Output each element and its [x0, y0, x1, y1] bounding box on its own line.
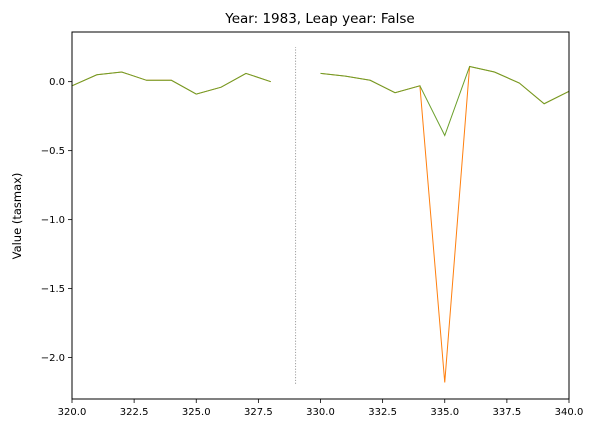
x-tick-label: 332.5: [368, 407, 397, 418]
x-axis: 320.0 322.5 325.0 327.5 330.0 332.5 335.0 337.5…: [58, 399, 584, 418]
y-tick-label: −2.0: [41, 353, 65, 364]
plot-frame: [71, 31, 570, 400]
x-tick-label: 320.0: [58, 407, 87, 418]
y-axis: 0.0 −0.5 −1.0 −1.5 −2.0: [41, 77, 72, 364]
x-tick-label: 337.5: [493, 407, 522, 418]
y-axis-label: Value (tasmax): [10, 173, 24, 260]
plot-area: [71, 47, 570, 384]
x-tick-label: 335.0: [430, 407, 459, 418]
x-tick-label: 340.0: [555, 407, 584, 418]
series-line-0: [71, 65, 570, 383]
series-line-1: [71, 65, 570, 137]
x-tick-label: 322.5: [120, 407, 149, 418]
x-tick-label: 325.0: [182, 407, 211, 418]
chart-title: Year: 1983, Leap year: False: [224, 11, 414, 27]
x-tick-label: 327.5: [244, 407, 273, 418]
y-tick-label: −1.0: [41, 215, 65, 226]
x-tick-label: 330.0: [306, 407, 335, 418]
y-tick-label: 0.0: [49, 77, 65, 88]
y-tick-label: −1.5: [41, 284, 65, 295]
y-tick-label: −0.5: [41, 146, 65, 157]
